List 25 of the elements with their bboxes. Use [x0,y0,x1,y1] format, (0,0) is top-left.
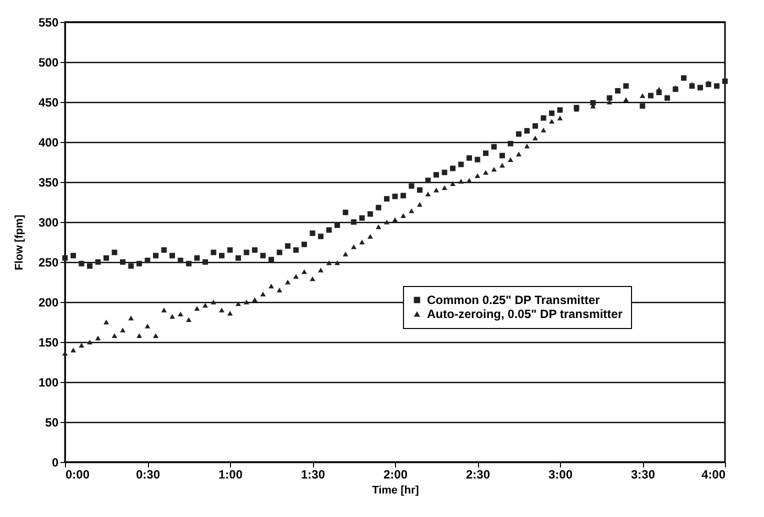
legend-label: Common 0.25" DP Transmitter [427,293,600,307]
x-tick-label: 2:30 [466,468,490,482]
y-tick-label: 500 [38,56,59,70]
x-tick-label: 1:00 [218,468,243,482]
y-tick-label: 200 [38,296,59,310]
x-tick-label: 3:00 [548,468,573,482]
x-tick-label: 0:30 [136,468,160,482]
y-tick-label: 100 [38,376,59,390]
y-tick-label: 550 [38,16,59,30]
x-tick-label: 1:30 [300,468,326,482]
x-axis-title: Time [hr] [372,484,420,496]
y-tick-label: 300 [38,216,59,230]
y-tick-label: 50 [45,416,59,430]
x-tick-label: 4:00 [701,468,726,482]
x-tick-label: 2:00 [383,468,408,482]
x-tick-label: 3:30 [630,468,656,482]
y-tick-label: 450 [38,96,59,110]
y-tick-label: 250 [38,256,59,270]
y-tick-label: 350 [38,176,59,190]
y-tick-label: 0 [52,456,59,470]
y-axis-title: Flow [fpm] [13,214,26,270]
x-tick-label: 0:00 [66,468,90,482]
y-tick-label: 400 [38,136,59,150]
legend-label: Auto-zeroing, 0.05" DP transmitter [427,307,623,321]
y-tick-label: 150 [38,336,59,350]
